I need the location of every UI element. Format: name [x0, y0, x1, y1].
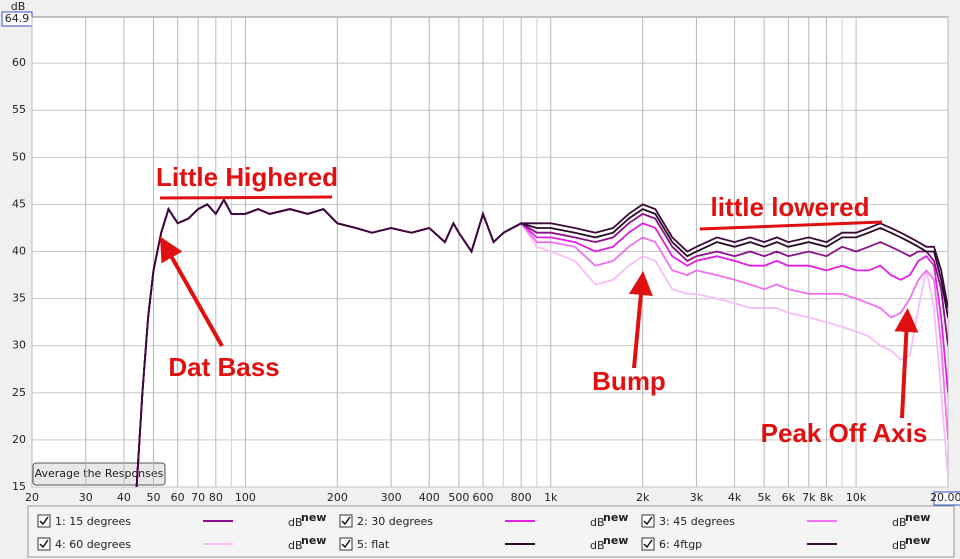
x-tick-label: 800 [511, 491, 532, 504]
y-tick-label: 30 [12, 339, 26, 352]
legend-unit-sup: new [905, 534, 930, 547]
legend-checkbox[interactable] [339, 537, 353, 551]
legend-label[interactable]: 6: 4ftgp [659, 538, 702, 551]
ylim-label: 64.9 [5, 12, 30, 25]
underline [159, 195, 333, 200]
x-tick-label: 3k [690, 491, 704, 504]
series-line [135, 197, 948, 487]
underline [699, 220, 883, 231]
annotation: Little Highered [156, 162, 338, 192]
legend-unit: dB [288, 516, 303, 529]
x-tick-label: 6k [782, 491, 796, 504]
y-tick-label: 20 [12, 433, 26, 446]
button-label[interactable]: Average the Responses [35, 467, 164, 480]
arrow [160, 236, 224, 347]
legend-checkbox[interactable] [37, 537, 51, 551]
x-tick-label: 40 [117, 491, 131, 504]
x-tick-label: 10k [846, 491, 867, 504]
legend-checkbox[interactable] [641, 537, 655, 551]
x-tick-label: 100 [235, 491, 256, 504]
check-mark[interactable] [643, 539, 653, 549]
check-mark[interactable] [39, 539, 49, 549]
x-tick-label: 7k [802, 491, 816, 504]
check-mark[interactable] [643, 516, 653, 526]
y-tick-label: 60 [12, 56, 26, 69]
legend-checkbox[interactable] [339, 514, 353, 528]
y-tick-label: 45 [12, 197, 26, 210]
check-mark[interactable] [39, 516, 49, 526]
arrow [894, 308, 919, 419]
annotation: Dat Bass [168, 352, 279, 382]
x-tick-label: 1k [544, 491, 558, 504]
legend-unit-sup: new [905, 511, 930, 524]
legend-unit: dB [590, 539, 605, 552]
x-tick-label: 70 [191, 491, 205, 504]
y-tick-label: 35 [12, 292, 26, 305]
x-tick-label: 400 [419, 491, 440, 504]
legend-unit-sup: new [301, 511, 326, 524]
x-tick-label: 2k [636, 491, 650, 504]
x-tick-box [933, 491, 960, 506]
y-axis-label: dB [11, 0, 26, 13]
check-mark[interactable] [341, 539, 351, 549]
annotation: Bump [592, 366, 666, 396]
legend-unit-sup: new [603, 511, 628, 524]
x-tick-label: 500 [448, 491, 469, 504]
y-tick-label: 40 [12, 245, 26, 258]
legend-label[interactable]: 2: 30 degrees [357, 515, 433, 528]
x-tick-label: 8k [820, 491, 834, 504]
x-tick-label: 60 [171, 491, 185, 504]
x-tick-label: 50 [147, 491, 161, 504]
legend-unit-sup: new [301, 534, 326, 547]
x-tick-label: 30 [79, 491, 93, 504]
x-tick-label: 20.00k [930, 491, 960, 504]
legend-label[interactable]: 3: 45 degrees [659, 515, 735, 528]
legend-unit: dB [288, 539, 303, 552]
x-tick-label: 600 [473, 491, 494, 504]
y-tick-label: 25 [12, 386, 26, 399]
annotation: little lowered [711, 192, 870, 222]
annotation: Peak Off Axis [761, 418, 928, 448]
average-button[interactable]: Average the Responses [32, 462, 166, 486]
legend [27, 505, 955, 558]
arrow [628, 271, 653, 369]
legend-checkbox[interactable] [641, 514, 655, 528]
legend-unit: dB [892, 516, 907, 529]
legend-label[interactable]: 4: 60 degrees [55, 538, 131, 551]
legend-unit: dB [590, 516, 605, 529]
x-tick-label: 20 [25, 491, 39, 504]
x-tick-label: 200 [327, 491, 348, 504]
button-frame[interactable] [32, 462, 166, 486]
x-tick-label: 5k [757, 491, 771, 504]
y-tick-label: 50 [12, 150, 26, 163]
legend-checkbox[interactable] [37, 514, 51, 528]
x-tick-label: 300 [381, 491, 402, 504]
check-mark[interactable] [341, 516, 351, 526]
y-tick-label: 15 [12, 480, 26, 493]
x-tick-label: 80 [209, 491, 223, 504]
legend-label[interactable]: 5: flat [357, 538, 390, 551]
x-tick-label: 4k [728, 491, 742, 504]
legend-unit: dB [892, 539, 907, 552]
legend-unit-sup: new [603, 534, 628, 547]
legend-label[interactable]: 1: 15 degrees [55, 515, 131, 528]
y-tick-label: 55 [12, 103, 26, 116]
grid [31, 17, 949, 488]
